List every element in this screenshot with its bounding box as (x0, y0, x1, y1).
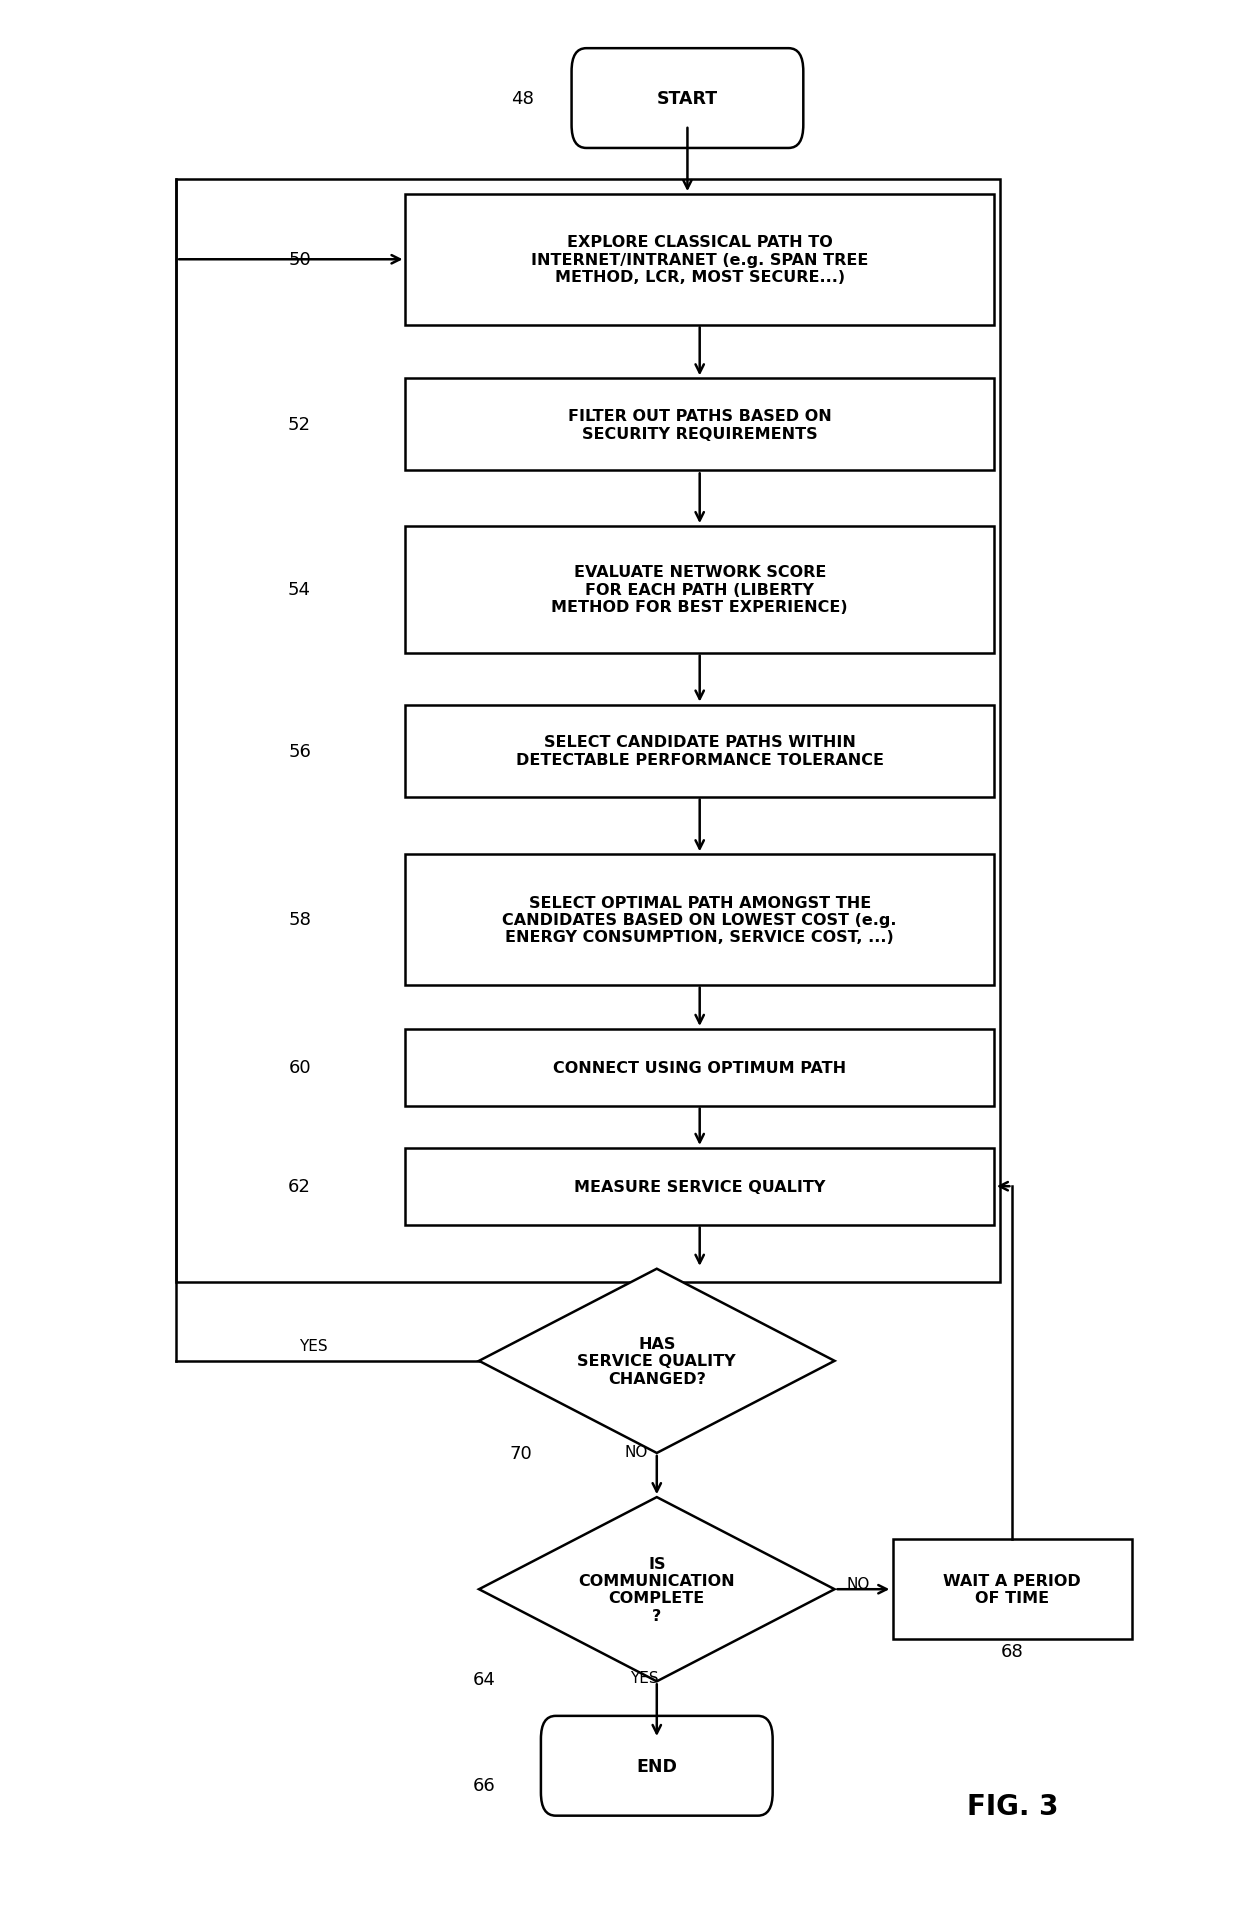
Text: 60: 60 (289, 1059, 311, 1076)
Text: SELECT CANDIDATE PATHS WITHIN
DETECTABLE PERFORMANCE TOLERANCE: SELECT CANDIDATE PATHS WITHIN DETECTABLE… (516, 734, 884, 767)
Text: 54: 54 (288, 582, 311, 599)
FancyBboxPatch shape (541, 1716, 773, 1816)
Text: WAIT A PERIOD
OF TIME: WAIT A PERIOD OF TIME (944, 1573, 1081, 1605)
Text: EXPLORE CLASSICAL PATH TO
INTERNET/INTRANET (e.g. SPAN TREE
METHOD, LCR, MOST SE: EXPLORE CLASSICAL PATH TO INTERNET/INTRA… (531, 236, 868, 286)
Text: HAS
SERVICE QUALITY
CHANGED?: HAS SERVICE QUALITY CHANGED? (578, 1337, 737, 1385)
Text: 66: 66 (472, 1776, 496, 1795)
Text: EVALUATE NETWORK SCORE
FOR EACH PATH (LIBERTY
METHOD FOR BEST EXPERIENCE): EVALUATE NETWORK SCORE FOR EACH PATH (LI… (552, 566, 848, 614)
Polygon shape (479, 1269, 835, 1453)
Bar (405, 854, 994, 985)
Text: END: END (636, 1756, 677, 1776)
Text: 58: 58 (288, 912, 311, 929)
Text: 70: 70 (510, 1445, 532, 1463)
Bar (405, 705, 994, 798)
Bar (405, 1030, 994, 1105)
Text: 50: 50 (288, 251, 311, 269)
Bar (405, 527, 994, 653)
Text: NO: NO (847, 1577, 870, 1592)
Polygon shape (479, 1497, 835, 1681)
Text: 64: 64 (472, 1671, 496, 1689)
Text: IS
COMMUNICATION
COMPLETE
?: IS COMMUNICATION COMPLETE ? (579, 1555, 735, 1623)
Bar (176, 180, 1001, 1283)
Text: SELECT OPTIMAL PATH AMONGST THE
CANDIDATES BASED ON LOWEST COST (e.g.
ENERGY CON: SELECT OPTIMAL PATH AMONGST THE CANDIDAT… (502, 895, 897, 945)
Bar (405, 379, 994, 471)
Text: FILTER OUT PATHS BASED ON
SECURITY REQUIREMENTS: FILTER OUT PATHS BASED ON SECURITY REQUI… (568, 410, 832, 440)
Text: YES: YES (299, 1339, 327, 1352)
Text: 68: 68 (1001, 1642, 1024, 1660)
Text: START: START (657, 91, 718, 108)
FancyBboxPatch shape (572, 48, 804, 149)
Text: CONNECT USING OPTIMUM PATH: CONNECT USING OPTIMUM PATH (553, 1061, 846, 1074)
Text: 56: 56 (288, 742, 311, 759)
Bar (405, 1148, 994, 1225)
Text: 62: 62 (288, 1179, 311, 1196)
Text: YES: YES (630, 1669, 658, 1685)
Bar (893, 1540, 1132, 1638)
Bar (405, 195, 994, 325)
Text: NO: NO (624, 1443, 647, 1459)
Text: FIG. 3: FIG. 3 (967, 1793, 1058, 1820)
Text: 52: 52 (288, 415, 311, 435)
Text: 48: 48 (511, 91, 534, 108)
Text: MEASURE SERVICE QUALITY: MEASURE SERVICE QUALITY (574, 1179, 826, 1194)
